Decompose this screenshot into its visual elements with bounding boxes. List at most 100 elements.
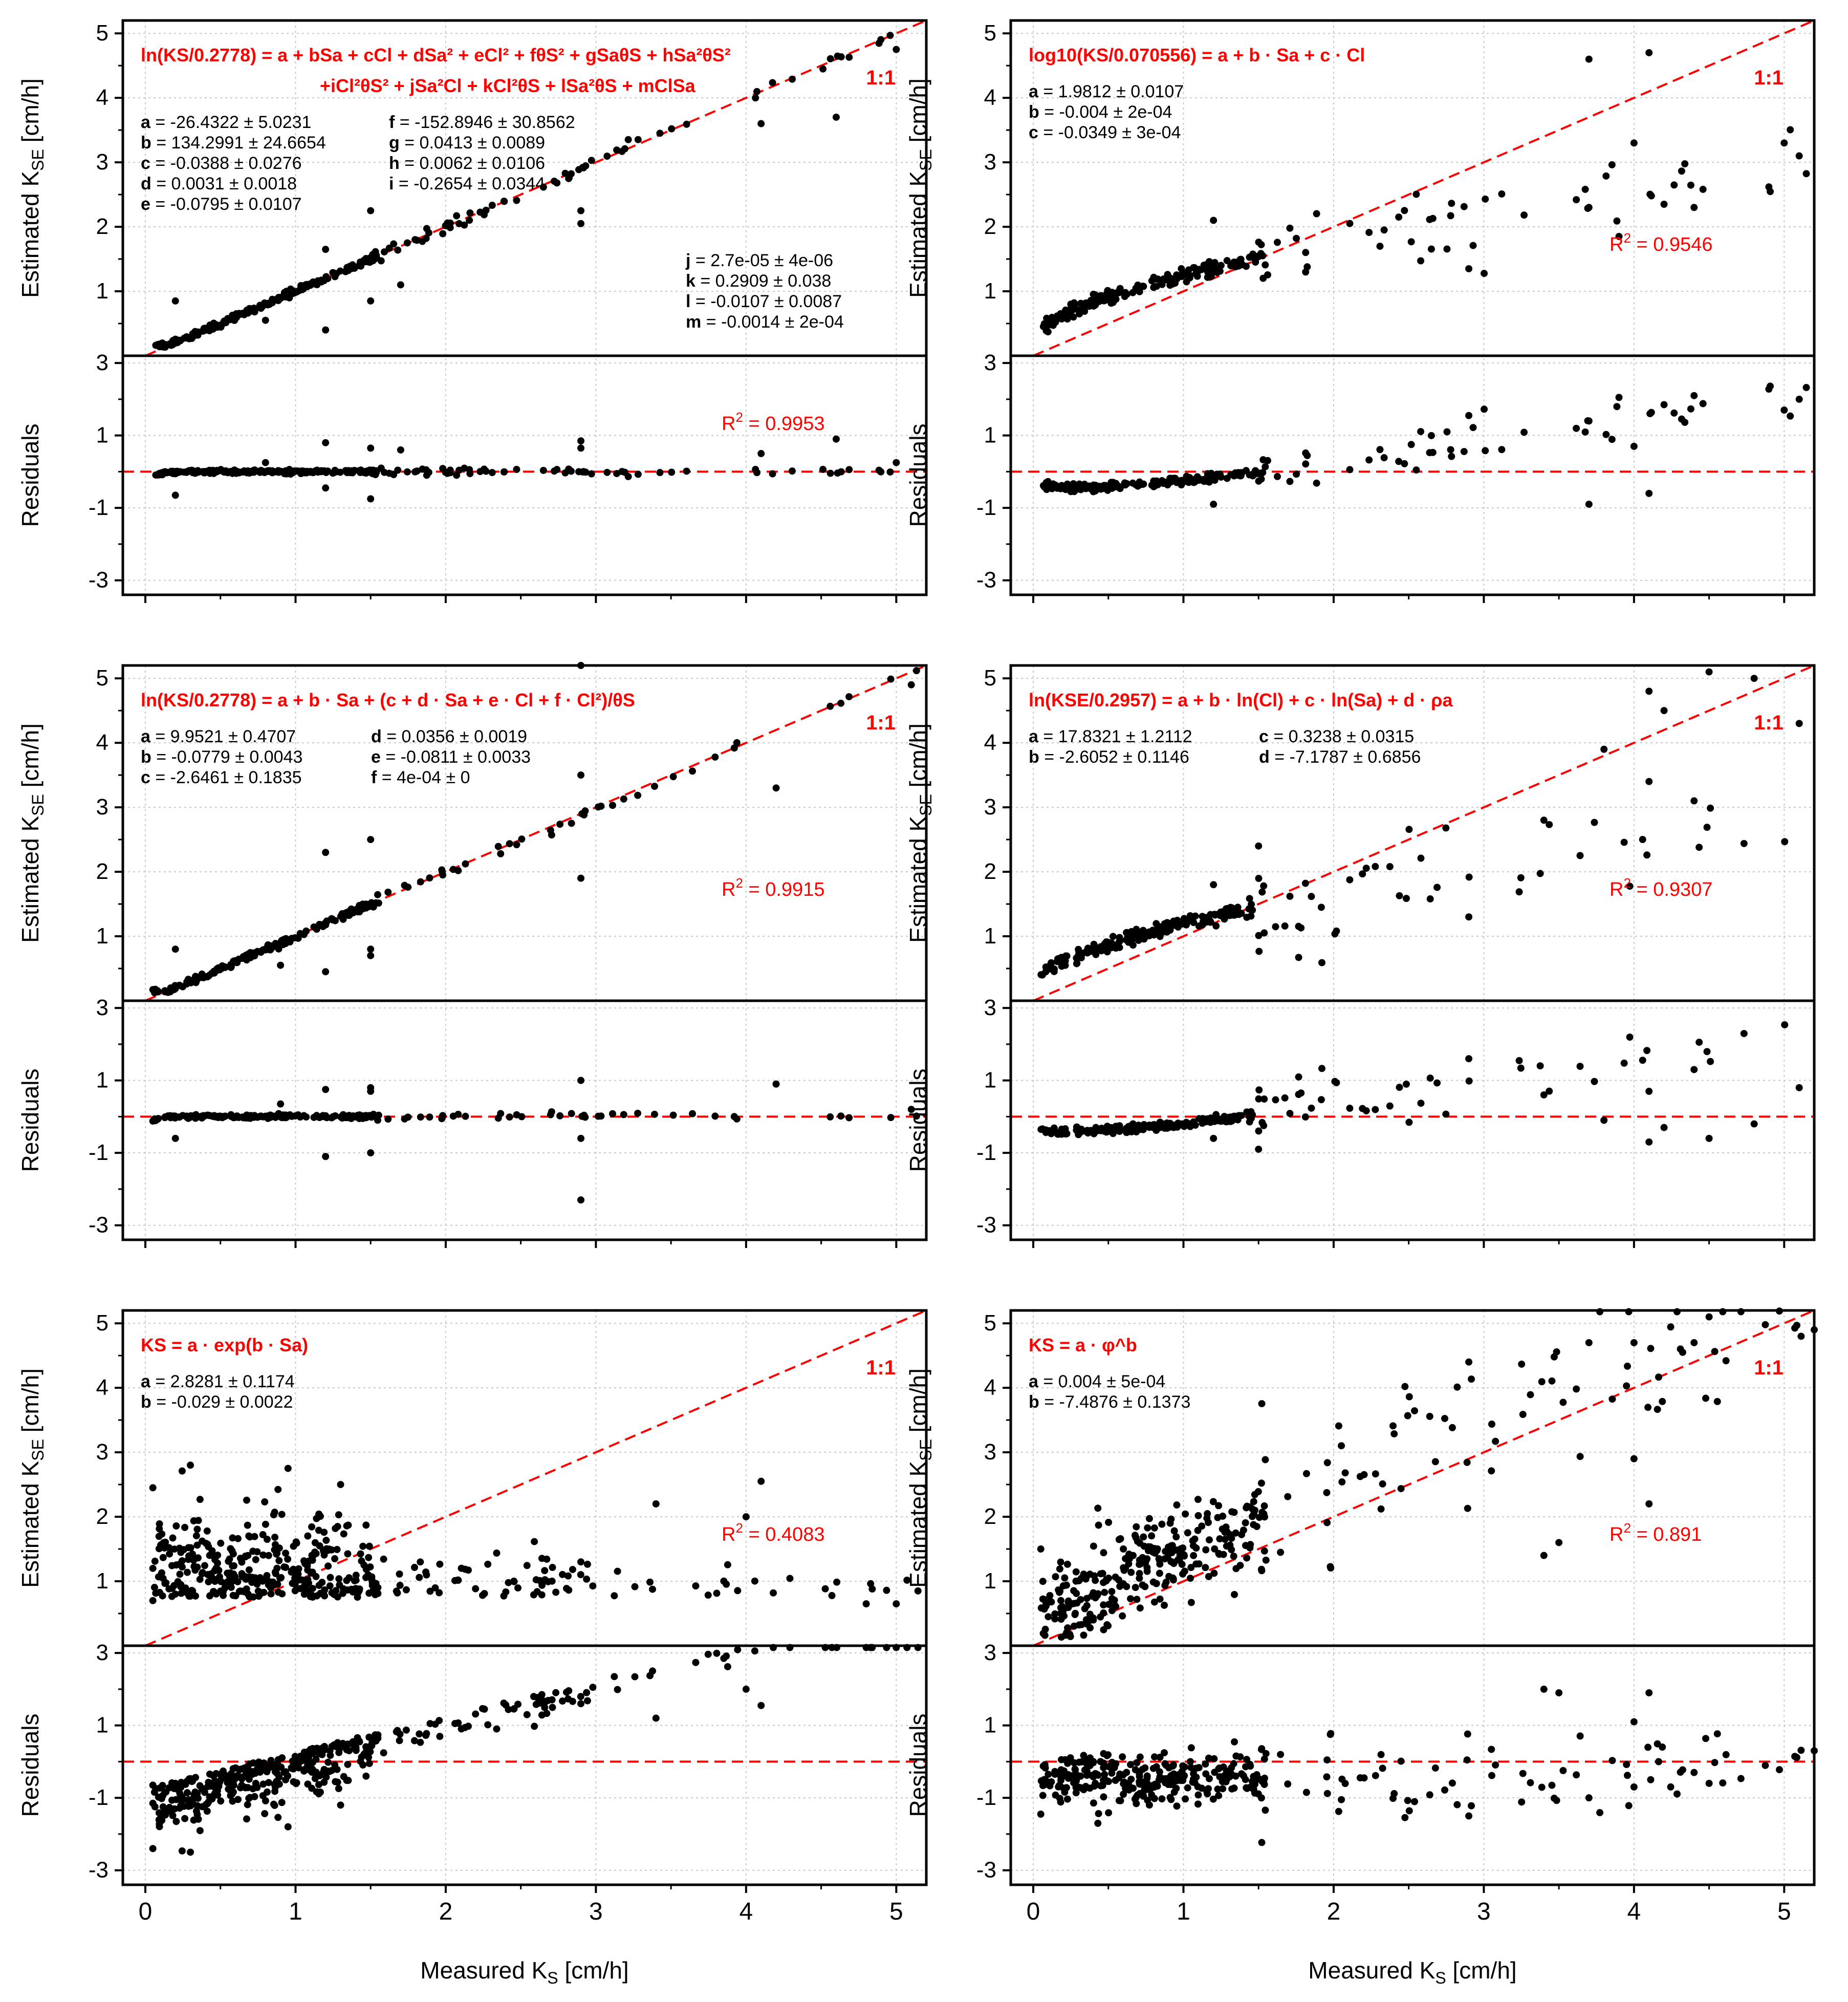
fit-equation: +iCl²θS² + jSa²Cl + kCl²θS + lSa²θS + mC…: [320, 75, 696, 96]
residual-point: [1376, 446, 1384, 454]
y-tick-label: 4: [96, 730, 108, 755]
data-point: [624, 136, 632, 143]
data-point: [243, 1496, 250, 1504]
data-point: [1100, 1549, 1107, 1557]
data-point: [1187, 1564, 1195, 1572]
residual-point: [1703, 1048, 1711, 1056]
data-point: [549, 1564, 556, 1572]
data-point: [410, 1564, 418, 1572]
residual-point: [788, 467, 796, 475]
residual-point: [322, 439, 330, 446]
data-point: [1100, 1579, 1107, 1586]
residual-point: [326, 1747, 334, 1755]
residual-point: [634, 1109, 642, 1117]
residual-point: [245, 1795, 253, 1802]
residual-point: [449, 1112, 457, 1120]
residual-point: [368, 1737, 376, 1745]
residual-point: [293, 1779, 300, 1786]
data-point: [1215, 1551, 1223, 1558]
data-point: [1443, 245, 1451, 253]
residual-point: [402, 1726, 410, 1734]
data-point: [1204, 918, 1211, 926]
data-point: [196, 1496, 204, 1503]
residual-point: [1061, 1789, 1069, 1796]
data-point: [380, 248, 388, 256]
residual-point: [309, 1759, 316, 1767]
residual-point: [1232, 1772, 1240, 1780]
residual-point: [827, 469, 834, 477]
data-point: [1164, 271, 1171, 278]
data-point: [1379, 1480, 1386, 1488]
residual-point: [1243, 1784, 1250, 1792]
residual-point: [1767, 382, 1774, 390]
residual-point: [302, 1752, 310, 1760]
data-point: [295, 1565, 302, 1573]
data-point: [216, 966, 224, 974]
residual-point: [1230, 1784, 1238, 1792]
residual-point: [410, 1737, 418, 1745]
data-point: [1417, 854, 1425, 862]
data-point: [1576, 1453, 1584, 1460]
data-point: [206, 1592, 213, 1600]
y-tick-label: 1: [984, 423, 996, 448]
residual-point: [1625, 1802, 1633, 1810]
data-point: [1173, 1501, 1181, 1509]
residual-point: [1042, 1778, 1050, 1786]
scatter-points: [1037, 1307, 1818, 1641]
residual-point: [278, 1754, 286, 1761]
data-point: [1042, 1600, 1050, 1607]
residual-point: [656, 469, 664, 477]
data-point: [1072, 1577, 1080, 1585]
residual-point: [1120, 1791, 1127, 1798]
coefficient-h: h = 0.0062 ± 0.0106: [389, 154, 545, 173]
grid-lines: [1011, 665, 1814, 1240]
data-point: [1707, 804, 1714, 812]
data-point: [583, 1575, 591, 1583]
data-point: [581, 807, 589, 815]
residual-point: [277, 1763, 285, 1771]
data-point: [1219, 1512, 1227, 1520]
data-point: [1100, 1601, 1107, 1609]
data-point: [273, 1564, 281, 1572]
residual-point: [1397, 1757, 1405, 1765]
data-point: [1136, 1604, 1144, 1612]
fit-equation: ln(KSE/0.2957) = a + b · ln(Cl) + c · ln…: [1029, 690, 1453, 711]
residual-point: [1498, 446, 1506, 454]
data-point: [1170, 917, 1178, 925]
data-point: [1042, 968, 1050, 976]
data-point: [324, 1546, 332, 1554]
data-point: [372, 248, 379, 255]
data-point: [1426, 1412, 1433, 1420]
data-point: [367, 257, 375, 265]
residual-point: [1695, 1039, 1703, 1046]
data-point: [322, 968, 330, 976]
data-point: [227, 1545, 234, 1553]
data-point: [265, 1552, 272, 1559]
data-point: [159, 1575, 167, 1582]
data-point: [206, 1572, 213, 1579]
x-tick-label: 1: [289, 1898, 302, 1925]
residual-point: [1107, 1126, 1115, 1134]
data-point: [770, 1589, 777, 1597]
fit-equation: ln(KS/0.2778) = a + bSa + cCl + dSa² + e…: [141, 45, 731, 66]
residual-point: [1596, 1809, 1604, 1817]
residual-point: [1302, 449, 1310, 457]
data-point: [1133, 1523, 1140, 1531]
data-point: [1143, 1567, 1151, 1575]
data-point: [1145, 1515, 1153, 1522]
residual-point: [1645, 489, 1653, 497]
data-point: [559, 1570, 567, 1578]
data-point: [1177, 1545, 1185, 1553]
one-to-one-line: [1033, 19, 1815, 357]
data-point: [284, 1465, 292, 1472]
residual-point: [172, 1818, 180, 1825]
data-point: [217, 1587, 225, 1595]
data-point: [1041, 1625, 1049, 1633]
data-point: [1204, 1510, 1211, 1518]
residual-point: [1163, 478, 1171, 486]
residual-point: [1166, 1794, 1174, 1801]
data-point: [837, 699, 845, 707]
data-point: [668, 125, 676, 133]
residual-point: [1465, 1055, 1473, 1063]
